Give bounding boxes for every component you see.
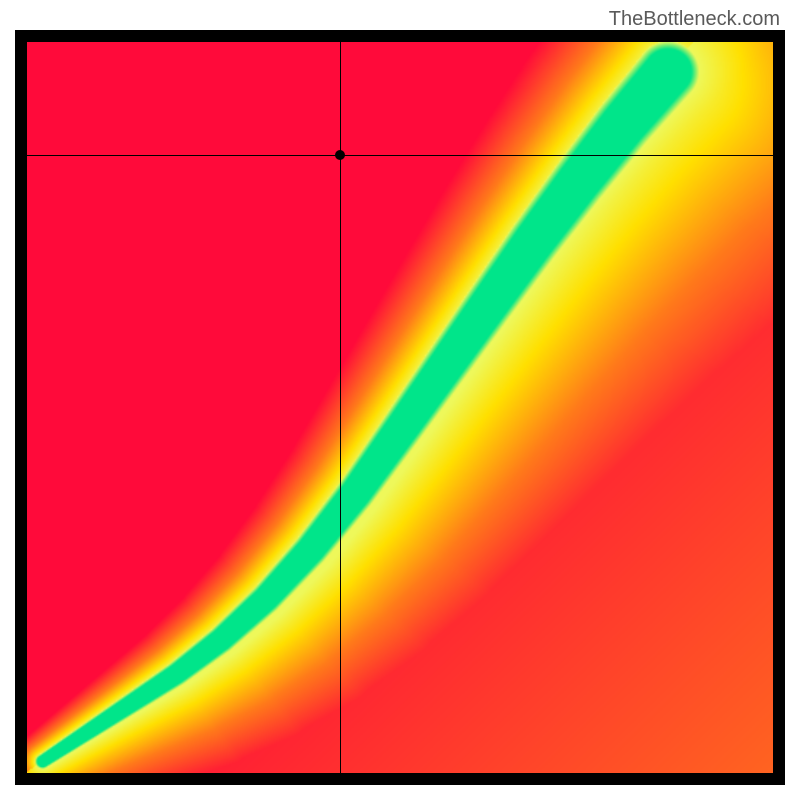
plot-frame (15, 30, 785, 785)
crosshair-horizontal (27, 155, 773, 156)
heatmap-canvas (27, 42, 773, 773)
crosshair-dot (335, 150, 345, 160)
heatmap (27, 42, 773, 773)
chart-container: TheBottleneck.com (0, 0, 800, 800)
watermark-text: TheBottleneck.com (609, 8, 780, 31)
